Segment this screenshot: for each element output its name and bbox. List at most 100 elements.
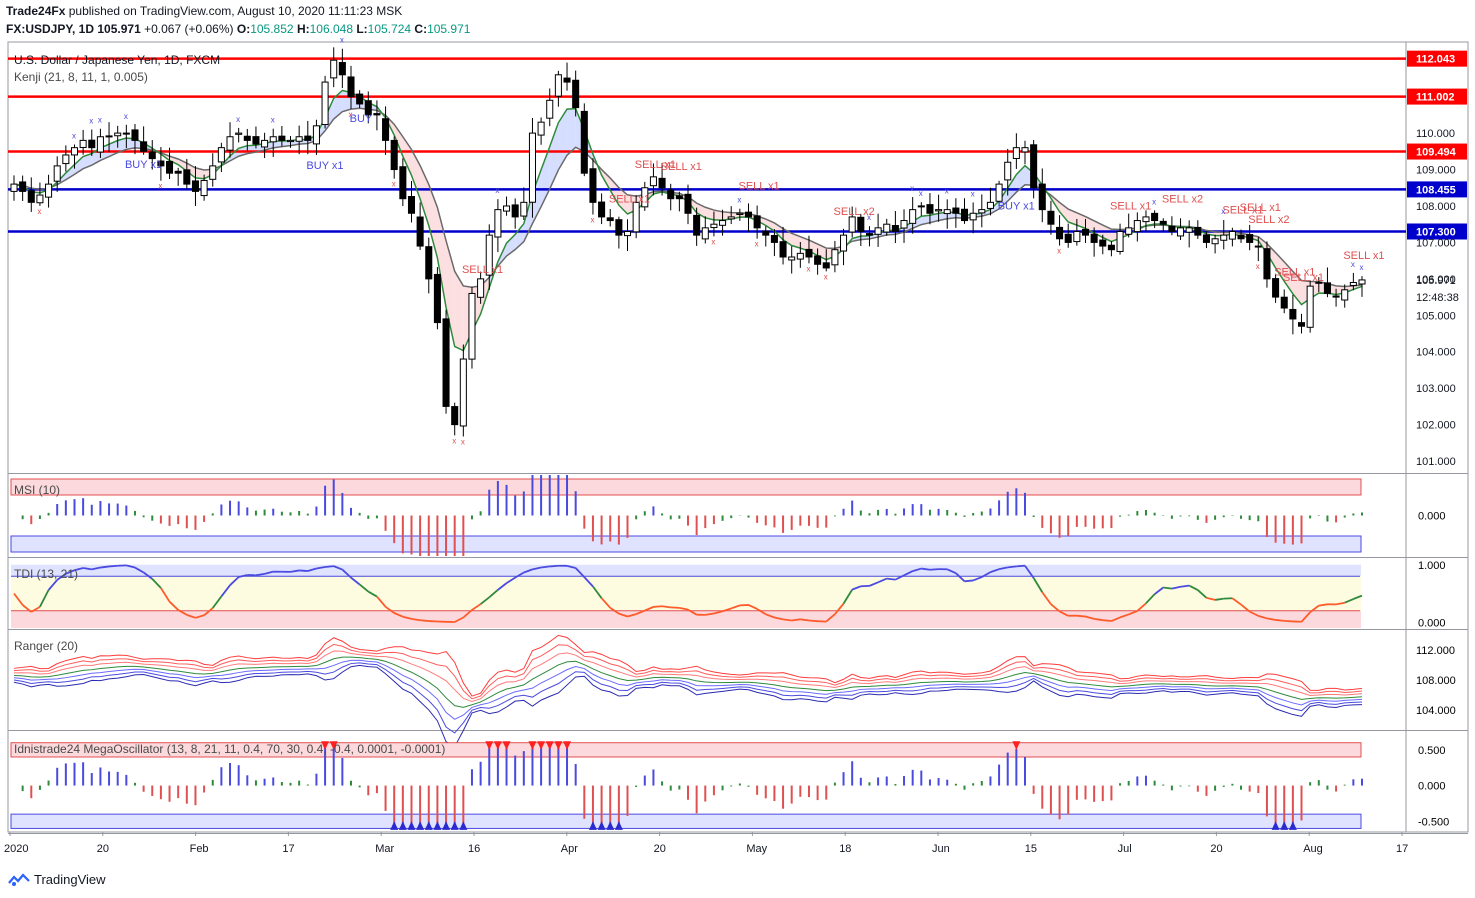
candle — [848, 206, 856, 238]
candle — [88, 129, 96, 156]
candle-body — [1185, 227, 1193, 233]
tdi-segment — [402, 615, 412, 620]
signal-dot: x — [392, 180, 396, 189]
candle-body — [805, 248, 813, 258]
candle-body — [442, 318, 450, 407]
tdi-segment — [203, 607, 214, 616]
ma-cloud-segment — [446, 240, 455, 347]
candle-body — [312, 125, 320, 145]
candle-body — [1315, 281, 1323, 284]
candle — [122, 124, 130, 148]
candle — [874, 213, 882, 247]
price-tick-label: 101.000 — [1416, 456, 1456, 468]
candle — [632, 195, 640, 239]
candle-body — [209, 165, 217, 180]
candle — [736, 208, 744, 221]
level-price-label: 107.300 — [1416, 226, 1456, 238]
tdi-segment — [644, 606, 654, 612]
candle-body — [848, 216, 856, 233]
candle — [217, 142, 225, 173]
candle — [347, 65, 355, 109]
candle — [623, 219, 632, 252]
author-name[interactable]: Trade24Fx — [6, 4, 66, 18]
candle — [1263, 241, 1271, 288]
candle — [1168, 216, 1176, 236]
candle-body — [27, 190, 35, 203]
signal-dot: x — [755, 240, 759, 249]
tdi-segment — [929, 568, 939, 571]
tdi-segment — [195, 614, 205, 619]
candle — [485, 224, 493, 291]
signal-label: SELL x2 — [1248, 214, 1289, 226]
tdi-segment — [506, 576, 516, 584]
signal-dot: x — [711, 237, 715, 246]
signal-dot: x — [37, 207, 41, 216]
candle-body — [1228, 230, 1236, 240]
candle-body — [96, 136, 104, 153]
candle — [36, 182, 44, 206]
signal-dot: x — [1351, 260, 1355, 269]
tdi-segment — [220, 584, 231, 597]
candle — [96, 128, 104, 159]
candle — [598, 193, 606, 225]
tradingview-footer[interactable]: TradingView — [8, 872, 106, 887]
tdi-segment — [1188, 584, 1199, 591]
candle — [286, 136, 295, 148]
tdi-segment — [514, 571, 525, 579]
x-tick-label: May — [746, 843, 767, 855]
tdi-segment — [56, 573, 67, 581]
signal-dot: x — [824, 272, 828, 281]
signal-dot: x — [590, 216, 594, 225]
signal-dot: x — [98, 116, 102, 125]
mega-down-arrow-icon — [321, 741, 330, 750]
signal-dot: x — [271, 116, 275, 125]
tdi-segment — [774, 616, 784, 621]
signal-dot: x — [495, 186, 499, 195]
candle-body — [788, 256, 796, 261]
candle-body — [235, 132, 243, 135]
ranger-band-line — [13, 650, 1363, 703]
ma-cloud-segment — [1068, 209, 1077, 226]
candle-body — [814, 255, 822, 265]
candle — [330, 47, 338, 88]
tdi-segment — [1353, 594, 1363, 600]
candle-body — [909, 209, 917, 224]
candle — [822, 249, 830, 272]
candle-body — [226, 136, 234, 151]
tdi-segment — [160, 587, 171, 603]
tdi-segment — [722, 607, 732, 613]
candle-body — [1142, 216, 1150, 223]
signal-dot: x — [945, 186, 949, 195]
tdi-segment — [566, 564, 576, 569]
mega-down-arrow-icon — [493, 741, 502, 750]
tdi-segment — [168, 601, 179, 611]
tdi-segment — [1163, 586, 1173, 590]
mega-up-arrow-icon — [1288, 821, 1297, 830]
mega-up-arrow-icon — [390, 821, 399, 830]
candle-body — [243, 135, 251, 141]
ma-cloud-segment — [610, 178, 619, 206]
ma-cloud-segment — [705, 207, 714, 220]
candle-body — [623, 230, 632, 237]
tdi-segment — [341, 568, 352, 579]
candle — [451, 402, 459, 436]
tdi-segment — [782, 618, 792, 622]
tdi-segment — [480, 596, 490, 605]
candle-body — [1030, 144, 1038, 189]
signal-dot: x — [72, 132, 76, 141]
publish-header: Trade24Fx published on TradingView.com, … — [6, 4, 402, 18]
candle — [649, 163, 657, 196]
signal-dot: x — [452, 436, 456, 445]
tdi-segment — [730, 604, 741, 610]
tdi-segment — [825, 613, 836, 623]
candle-body — [572, 79, 580, 109]
ma-cloud-segment — [541, 146, 550, 207]
tdi-segment — [1171, 585, 1181, 590]
candle — [978, 194, 986, 228]
candle-body — [1358, 279, 1366, 285]
tdi-segment — [385, 606, 395, 614]
candle-body — [528, 132, 536, 203]
price-tick-label: 109.000 — [1416, 165, 1456, 177]
